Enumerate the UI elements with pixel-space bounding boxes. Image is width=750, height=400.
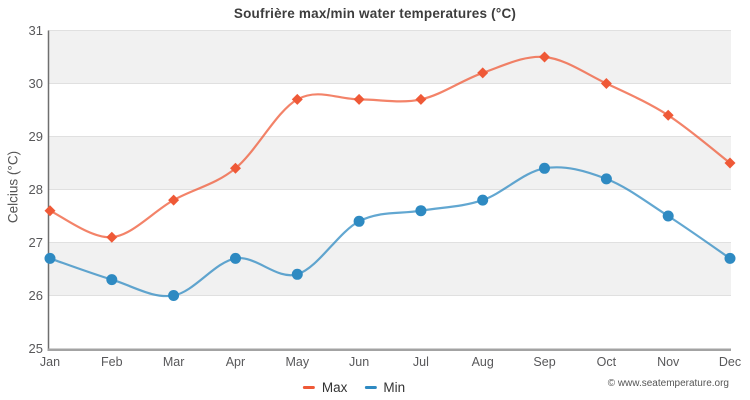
chart-title: Soufrière max/min water temperatures (°C… <box>233 6 517 21</box>
x-tick-label-aug: Aug <box>472 355 494 369</box>
x-tick-label-dec: Dec <box>719 355 741 369</box>
point-min-dec[interactable] <box>724 252 736 264</box>
x-tick-label-sep: Sep <box>533 355 555 369</box>
point-min-may[interactable] <box>291 268 303 280</box>
point-min-feb[interactable] <box>106 274 118 286</box>
plot-band <box>48 30 731 84</box>
legend-swatch-max <box>302 386 315 389</box>
y-tick-label-29: 29 <box>29 129 43 144</box>
point-max-dec[interactable] <box>724 157 736 169</box>
point-max-jun[interactable] <box>353 93 365 105</box>
legend-label-min: Min <box>383 380 406 395</box>
x-tick-label-mar: Mar <box>163 355 185 369</box>
point-min-apr[interactable] <box>230 252 241 264</box>
series-line-max <box>48 55 732 239</box>
y-tick-label-26: 26 <box>29 288 43 303</box>
x-tick-label-feb: Feb <box>101 355 123 369</box>
point-min-aug[interactable] <box>477 194 489 206</box>
y-tick-label-27: 27 <box>29 235 43 250</box>
point-max-may[interactable] <box>291 93 303 105</box>
point-min-mar[interactable] <box>168 290 180 301</box>
x-tick-label-jun: Jun <box>349 355 369 369</box>
point-min-oct[interactable] <box>600 173 612 185</box>
plot-band <box>48 242 731 296</box>
copyright-link[interactable]: © www.seatemperature.org <box>607 378 729 389</box>
point-max-oct[interactable] <box>600 78 612 89</box>
point-max-jul[interactable] <box>415 93 427 105</box>
legend-swatch-min <box>364 386 377 389</box>
point-min-jan[interactable] <box>44 252 56 264</box>
point-max-aug[interactable] <box>477 67 489 79</box>
point-min-jun[interactable] <box>353 215 365 227</box>
point-max-feb[interactable] <box>106 231 118 243</box>
series-line-min <box>48 166 732 298</box>
point-max-sep[interactable] <box>539 51 550 63</box>
point-min-jul[interactable] <box>415 205 427 217</box>
x-tick-label-nov: Nov <box>657 355 680 369</box>
y-tick-label-28: 28 <box>29 182 43 197</box>
plot-band <box>48 136 731 190</box>
y-tick-label-31: 31 <box>29 23 43 38</box>
point-max-nov[interactable] <box>662 109 674 121</box>
point-max-jan[interactable] <box>44 205 56 217</box>
x-tick-label-apr: Apr <box>226 355 245 369</box>
x-tick-label-oct: Oct <box>597 355 617 369</box>
y-tick-label-25: 25 <box>29 341 43 356</box>
legend-label-max: Max <box>321 380 348 395</box>
point-max-mar[interactable] <box>168 194 180 206</box>
point-min-sep[interactable] <box>539 162 550 174</box>
x-tick-label-jul: Jul <box>413 355 429 369</box>
x-tick-label-may: May <box>285 355 309 369</box>
legend: Max Min <box>302 380 405 395</box>
legend-item-min[interactable]: Min <box>364 380 405 395</box>
point-min-nov[interactable] <box>662 210 674 222</box>
x-tick-label-jan: Jan <box>40 355 60 369</box>
point-max-apr[interactable] <box>230 162 241 174</box>
legend-item-max[interactable]: Max <box>302 380 348 395</box>
y-tick-label-30: 30 <box>29 76 43 91</box>
